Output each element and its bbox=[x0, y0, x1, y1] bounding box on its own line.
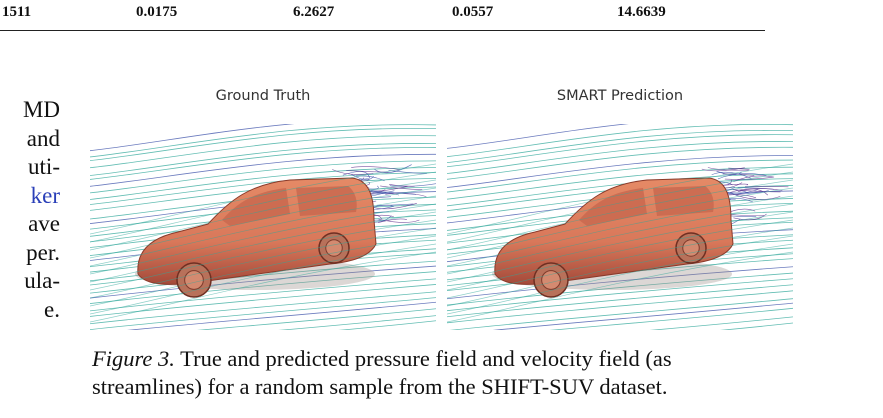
text-line: e. bbox=[44, 296, 60, 322]
text-line: and bbox=[26, 125, 60, 151]
prediction-visualization bbox=[447, 124, 793, 330]
text-line: uti- bbox=[28, 154, 60, 179]
figure-caption: Figure 3. True and predicted pressure fi… bbox=[92, 345, 872, 401]
ground-truth-visualization bbox=[90, 124, 436, 330]
ground-truth-panel bbox=[90, 124, 436, 330]
table-cell: 0.0557 bbox=[452, 4, 494, 20]
panel-title-ground-truth: Ground Truth bbox=[215, 88, 311, 104]
caption-text-line-1: True and predicted pressure field and ve… bbox=[174, 346, 672, 371]
text-line: ula- bbox=[24, 268, 60, 293]
table-cell: 14.6639 bbox=[617, 4, 666, 20]
table-last-row: 1511 0.0175 6.2627 0.0557 14.6639 bbox=[0, 0, 765, 31]
citation-link[interactable]: ker bbox=[30, 182, 60, 208]
table-cell: 0.0175 bbox=[136, 4, 178, 20]
left-column-text: MD and uti- ker ave per. ula- e. bbox=[0, 96, 60, 324]
table-cell: 6.2627 bbox=[293, 4, 335, 20]
text-line: MD bbox=[22, 97, 60, 122]
panel-title-prediction: SMART Prediction bbox=[556, 88, 684, 104]
figure-label: Figure 3. bbox=[92, 346, 175, 371]
text-line: ave bbox=[28, 211, 60, 236]
streamlines-foreground bbox=[90, 163, 436, 323]
streamlines-foreground bbox=[447, 163, 793, 323]
prediction-panel bbox=[447, 124, 793, 330]
table-cell: 1511 bbox=[2, 4, 32, 20]
caption-text-line-2: streamlines) for a random sample from th… bbox=[92, 374, 668, 399]
text-line: per. bbox=[26, 239, 60, 265]
